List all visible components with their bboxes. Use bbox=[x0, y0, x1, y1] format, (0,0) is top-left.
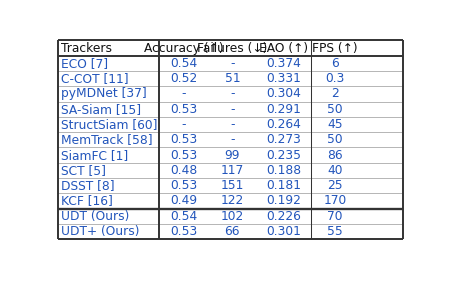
Text: 25: 25 bbox=[328, 179, 343, 192]
Text: Accuracy (↑): Accuracy (↑) bbox=[144, 41, 223, 55]
Text: -: - bbox=[181, 118, 186, 131]
Text: 0.52: 0.52 bbox=[170, 72, 197, 85]
Text: 50: 50 bbox=[328, 103, 343, 116]
Text: pyMDNet [37]: pyMDNet [37] bbox=[62, 87, 147, 100]
Text: 0.181: 0.181 bbox=[266, 179, 302, 192]
Text: 117: 117 bbox=[221, 164, 244, 177]
Text: -: - bbox=[230, 118, 234, 131]
Text: -: - bbox=[230, 57, 234, 70]
Text: 40: 40 bbox=[328, 164, 343, 177]
Text: FPS (↑): FPS (↑) bbox=[312, 41, 358, 55]
Text: -: - bbox=[230, 103, 234, 116]
Text: Trackers: Trackers bbox=[62, 41, 112, 55]
Text: 55: 55 bbox=[328, 225, 343, 238]
Text: 86: 86 bbox=[328, 148, 343, 162]
Text: 2: 2 bbox=[331, 87, 339, 100]
Text: SCT [5]: SCT [5] bbox=[62, 164, 107, 177]
Text: 0.301: 0.301 bbox=[266, 225, 301, 238]
Text: 0.273: 0.273 bbox=[266, 133, 301, 146]
Text: 0.53: 0.53 bbox=[170, 133, 197, 146]
Text: EAO (↑): EAO (↑) bbox=[259, 41, 308, 55]
Text: -: - bbox=[230, 87, 234, 100]
Text: 0.53: 0.53 bbox=[170, 179, 197, 192]
Text: 0.188: 0.188 bbox=[266, 164, 302, 177]
Text: 0.304: 0.304 bbox=[266, 87, 301, 100]
Text: 0.53: 0.53 bbox=[170, 148, 197, 162]
Text: 0.48: 0.48 bbox=[170, 164, 197, 177]
Text: 51: 51 bbox=[225, 72, 240, 85]
Text: 0.291: 0.291 bbox=[266, 103, 301, 116]
Text: SiamFC [1]: SiamFC [1] bbox=[62, 148, 129, 162]
Text: 99: 99 bbox=[225, 148, 240, 162]
Text: 50: 50 bbox=[328, 133, 343, 146]
Text: 0.226: 0.226 bbox=[266, 210, 301, 223]
Text: 0.3: 0.3 bbox=[325, 72, 345, 85]
Text: 102: 102 bbox=[221, 210, 244, 223]
Text: 0.192: 0.192 bbox=[266, 195, 301, 207]
Text: SA-Siam [15]: SA-Siam [15] bbox=[62, 103, 142, 116]
Text: 0.54: 0.54 bbox=[170, 210, 197, 223]
Text: 151: 151 bbox=[220, 179, 244, 192]
Text: 6: 6 bbox=[331, 57, 339, 70]
Text: ECO [7]: ECO [7] bbox=[62, 57, 108, 70]
Text: 170: 170 bbox=[324, 195, 347, 207]
Text: StructSiam [60]: StructSiam [60] bbox=[62, 118, 158, 131]
Text: UDT (Ours): UDT (Ours) bbox=[62, 210, 130, 223]
Text: 122: 122 bbox=[221, 195, 244, 207]
Text: DSST [8]: DSST [8] bbox=[62, 179, 115, 192]
Text: 70: 70 bbox=[328, 210, 343, 223]
Text: 0.374: 0.374 bbox=[266, 57, 301, 70]
Text: 66: 66 bbox=[225, 225, 240, 238]
Text: 0.54: 0.54 bbox=[170, 57, 197, 70]
Text: Failures (↓): Failures (↓) bbox=[197, 41, 268, 55]
Text: 0.264: 0.264 bbox=[266, 118, 301, 131]
Text: 0.235: 0.235 bbox=[266, 148, 302, 162]
Text: KCF [16]: KCF [16] bbox=[62, 195, 113, 207]
Text: MemTrack [58]: MemTrack [58] bbox=[62, 133, 153, 146]
Text: 0.49: 0.49 bbox=[170, 195, 197, 207]
Text: 0.53: 0.53 bbox=[170, 225, 197, 238]
Text: -: - bbox=[230, 133, 234, 146]
Text: 0.331: 0.331 bbox=[266, 72, 301, 85]
Text: UDT+ (Ours): UDT+ (Ours) bbox=[62, 225, 140, 238]
Text: 0.53: 0.53 bbox=[170, 103, 197, 116]
Text: -: - bbox=[181, 87, 186, 100]
Text: C-COT [11]: C-COT [11] bbox=[62, 72, 129, 85]
Text: 45: 45 bbox=[328, 118, 343, 131]
